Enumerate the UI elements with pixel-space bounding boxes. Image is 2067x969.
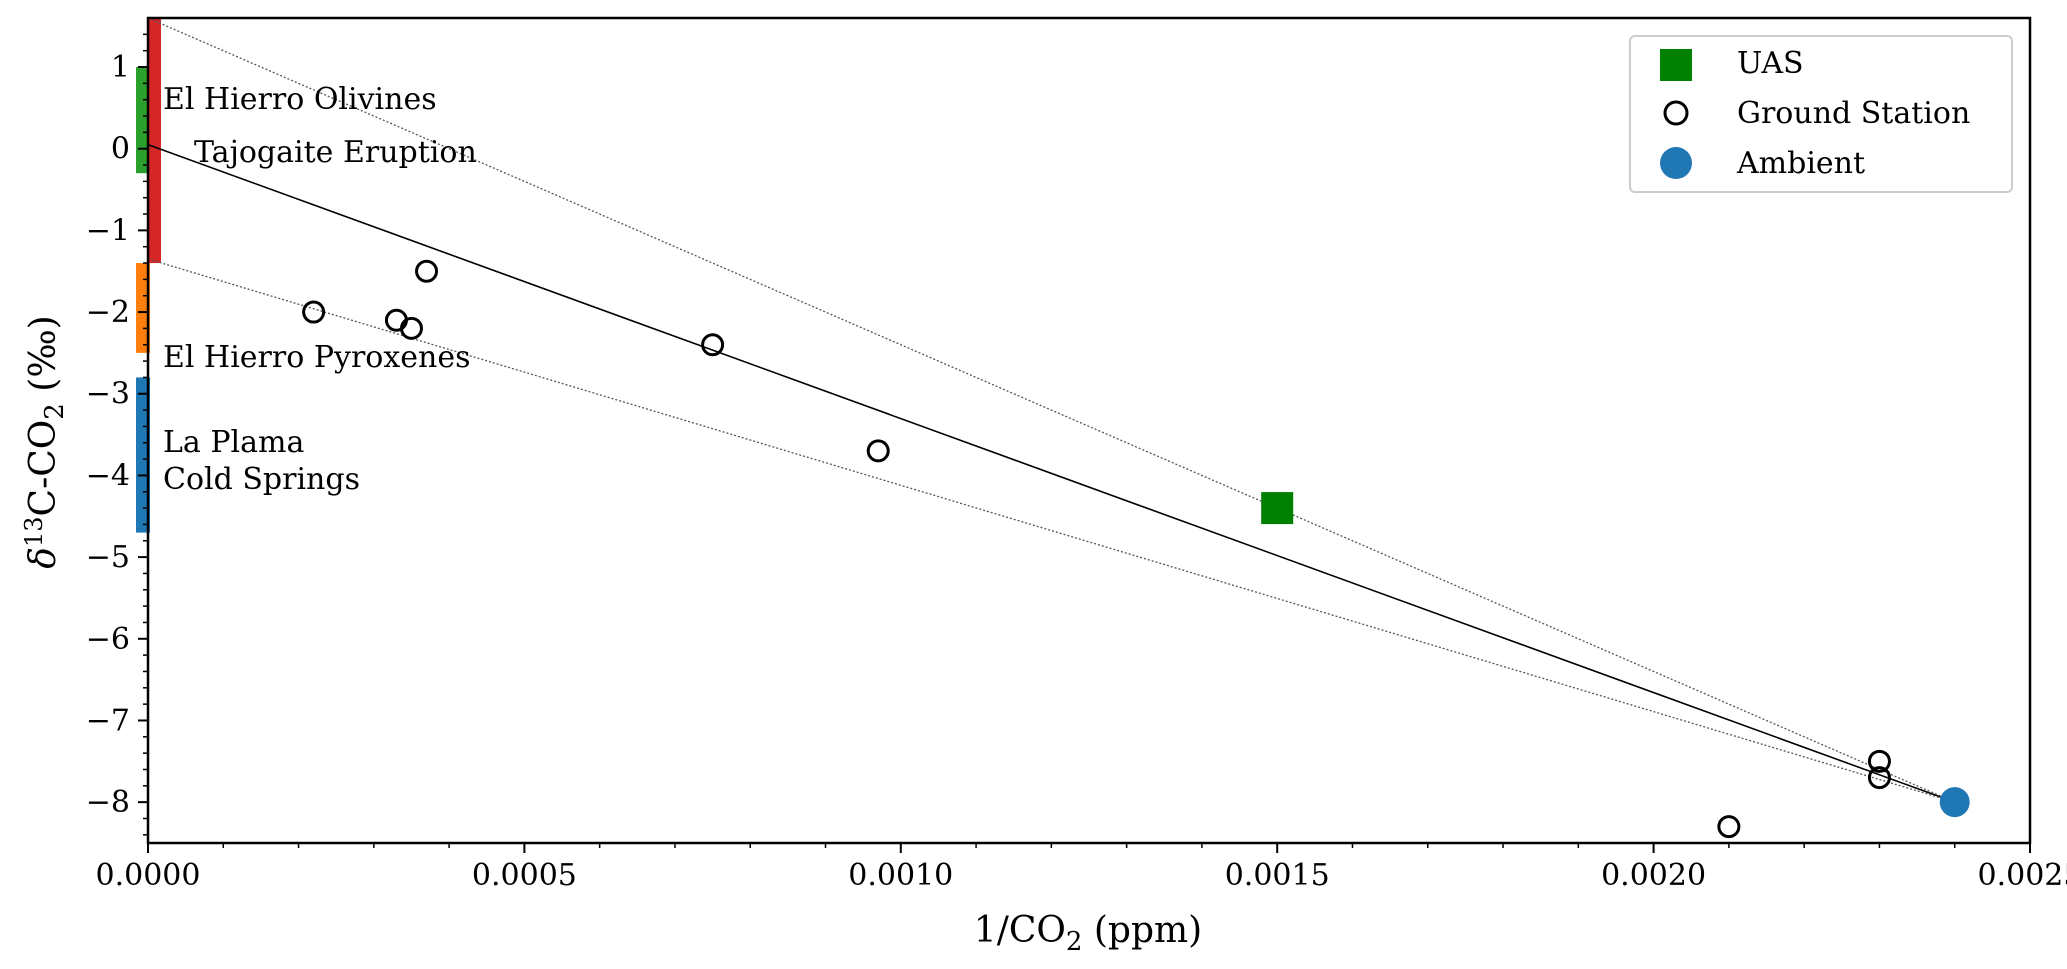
x-tick-label: 0.0025	[1978, 858, 2067, 893]
y-axis-label-delta: δ	[23, 547, 64, 569]
y-axis-label-superscript: 13	[20, 516, 48, 547]
y-axis-label-unit: (‰)	[23, 315, 64, 403]
y-tick-label: −4	[86, 458, 130, 493]
x-axis-label-base: 1/CO	[974, 910, 1066, 951]
ambient-point	[1939, 787, 1970, 818]
mixing-line-best-fit	[147, 143, 1955, 803]
ground-station-point	[302, 300, 326, 324]
source-bar-tajogaite-eruption	[148, 18, 161, 264]
mixing-line-envelope-2	[147, 258, 1955, 803]
y-tick-label: −2	[86, 295, 130, 330]
x-tick-label: 0.0000	[96, 858, 201, 893]
ground-station-point	[701, 333, 725, 357]
uas-point	[1261, 492, 1294, 525]
annotation-el-hierro-pyroxenes: El Hierro Pyroxenes	[163, 340, 471, 375]
legend-label-uas: UAS	[1737, 46, 1804, 81]
ground-station-point	[1717, 815, 1741, 839]
y-tick-label: −3	[86, 377, 130, 412]
y-tick-label: −1	[86, 213, 130, 248]
y-tick-label: −6	[86, 622, 130, 657]
legend: UAS Ground Station Ambient	[1629, 35, 2013, 193]
legend-marker-ground-station	[1663, 100, 1689, 126]
source-bar-la-plama-cold-springs	[136, 377, 150, 533]
y-axis-label: δ13C-CO2 (‰)	[20, 315, 70, 568]
source-bar-el-hierro-olivines	[136, 67, 150, 174]
y-tick-label: 0	[111, 132, 130, 167]
mixing-lines	[147, 17, 1955, 803]
annotation-el-hierro-olivines: El Hierro Olivines	[163, 82, 437, 117]
x-axis: 0.0000 0.0005 0.0010 0.0015 0.0020 0.0025	[96, 843, 2067, 893]
ground-station-point	[415, 259, 439, 283]
plot-frame	[146, 16, 2032, 845]
x-tick-label: 0.0010	[848, 858, 953, 893]
x-axis-label-unit: (ppm)	[1082, 910, 1202, 951]
ground-station-point	[399, 316, 423, 340]
y-axis-label-base: C-CO	[23, 420, 64, 517]
legend-label-ground-station: Ground Station	[1737, 96, 1970, 131]
x-axis-label-subscript: 2	[1066, 927, 1083, 957]
legend-marker-uas	[1660, 49, 1692, 81]
x-axis-label: 1/CO2 (ppm)	[974, 910, 1202, 957]
y-axis-label-subscript: 2	[40, 403, 70, 420]
x-tick-label: 0.0020	[1601, 858, 1706, 893]
legend-marker-ambient	[1660, 147, 1692, 179]
annotation-tajogaite-eruption: Tajogaite Eruption	[194, 135, 477, 170]
legend-label-ambient: Ambient	[1736, 146, 1865, 181]
data-points	[302, 259, 1970, 839]
legend-box	[1629, 35, 2013, 193]
x-tick-label: 0.0015	[1225, 858, 1330, 893]
ground-station-point	[1867, 766, 1891, 790]
annotation-cold-springs: Cold Springs	[163, 462, 360, 497]
ground-station-point	[866, 439, 890, 463]
y-tick-label: −5	[86, 540, 130, 575]
x-tick-label: 0.0005	[472, 858, 577, 893]
y-tick-label: 1	[111, 50, 130, 85]
mixing-line-envelope-1	[147, 17, 1955, 803]
y-tick-label: −7	[86, 703, 130, 738]
source-range-bars	[136, 18, 161, 533]
ground-station-point	[1867, 749, 1891, 773]
annotation-la-plama: La Plama	[163, 425, 304, 460]
y-tick-label: −8	[86, 785, 130, 820]
source-bar-el-hierro-pyroxenes	[136, 263, 150, 353]
y-axis: 1 0 −1 −2 −3 −4 −5 −6 −7 −8	[86, 33, 148, 836]
